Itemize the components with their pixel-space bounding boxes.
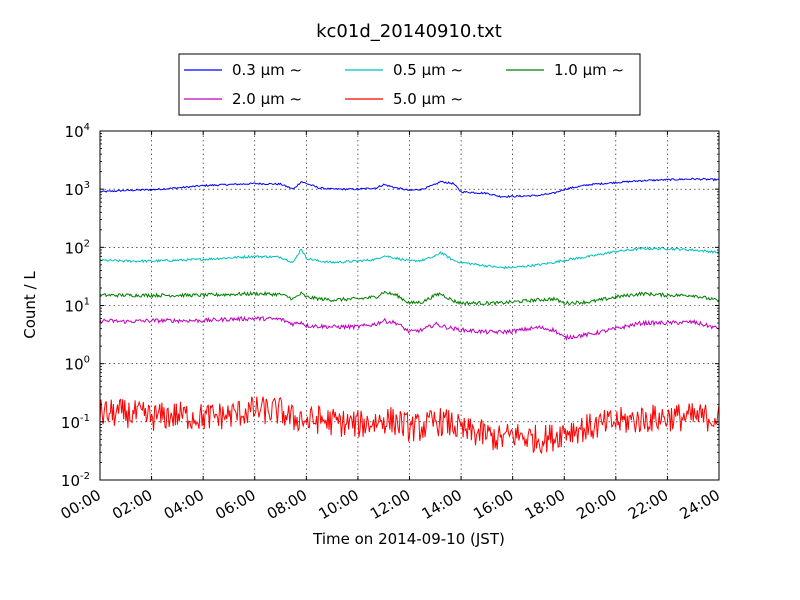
series-line — [99, 177, 720, 198]
y-axis-label: Count / L — [21, 271, 39, 339]
legend-label: 5.0 μm ∼ — [393, 90, 463, 108]
y-tick-label: 104 — [65, 122, 90, 141]
y-tick-label: 102 — [65, 238, 90, 257]
series-line — [99, 396, 720, 454]
legend-label: 1.0 μm ∼ — [554, 61, 624, 79]
legend-box — [178, 53, 641, 116]
chart-title: kc01d_20140910.txt — [316, 21, 502, 42]
legend-label: 2.0 μm ∼ — [232, 90, 302, 108]
legend-label: 0.3 μm ∼ — [232, 61, 302, 79]
y-tick-label: 10-2 — [61, 471, 90, 490]
x-axis-label: Time on 2014-09-10 (JST) — [312, 530, 505, 548]
legend-label: 0.5 μm ∼ — [393, 61, 463, 79]
legend: 0.3 μm ∼ 0.5 μm ∼ 1.0 μm ∼ 2.0 μm ∼ 5.0 μm ∼ — [178, 53, 641, 116]
y-tick-label: 10-1 — [61, 413, 90, 432]
y-tick-labels: 10-2 10-1 100 101 102 103 104 — [61, 122, 90, 490]
y-tick-label: 101 — [65, 297, 90, 316]
series-line — [99, 290, 720, 307]
y-tick-label: 100 — [65, 355, 90, 374]
ticks — [99, 130, 720, 481]
series-line — [99, 315, 720, 342]
y-tick-label: 103 — [65, 180, 90, 199]
series-lines — [99, 177, 720, 454]
series-line — [99, 246, 720, 270]
